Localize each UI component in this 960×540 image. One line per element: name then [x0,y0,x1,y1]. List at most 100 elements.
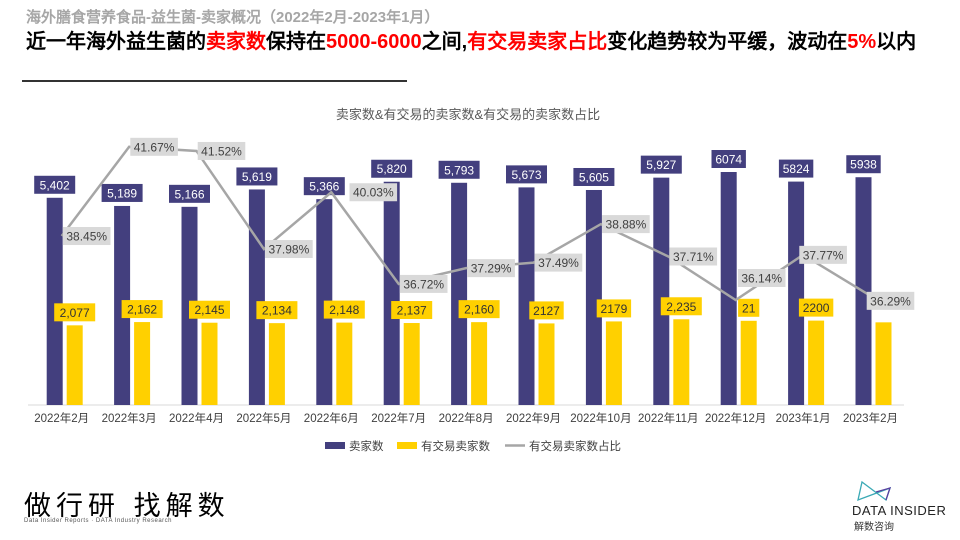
headline-segment: 有交易卖家占比 [467,31,608,53]
data-label-sellers-bg [34,175,76,194]
headline-segment: 近一年海外益生菌的 [26,31,206,53]
data-label-trading-sellers-bg [596,299,632,318]
bar-sellers [383,181,400,405]
data-label-sellers-bg [438,160,480,179]
page-subtitle: 海外膳食营养食品-益生菌-卖家概况（2022年2月-2023年1月） [26,9,440,26]
data-label-trading-sellers: 2,077 [60,306,90,320]
data-label-sellers: 5938 [850,158,877,172]
data-insider-logo-icon [857,480,892,502]
data-label-sellers-bg [711,150,746,168]
data-label-trading-sellers: 2,160 [464,303,494,317]
data-label-sellers: 5,366 [309,180,339,194]
data-label-ratio-bg [399,274,448,293]
line-trading-ratio [60,145,872,302]
chart-title: 卖家数&有交易的卖家数&有交易的卖家数占比 [336,107,600,122]
data-label-ratio: 37.77% [803,248,844,262]
bar-trading-sellers [268,323,285,405]
data-label-ratio-bg [265,240,313,259]
data-label-sellers-bg [101,183,143,202]
bar-trading-sellers [134,322,151,405]
data-label-ratio: 41.67% [134,140,175,154]
data-label-sellers: 5,820 [377,162,407,176]
data-label-sellers: 5,189 [107,186,137,200]
bar-trading-sellers [471,322,488,405]
data-label-ratio-bg [467,259,515,278]
data-label-ratio: 37.29% [471,262,512,276]
data-label-sellers: 6074 [715,153,742,167]
data-label-ratio-bg [602,215,650,234]
brand-logo-left: 做行研 找解数 [24,491,230,522]
data-label-trading-sellers-bg [54,303,96,322]
legend-label: 有交易卖家数 [421,439,490,453]
chart: 卖家数&有交易的卖家数&有交易的卖家数占比 2022年2月 2022年3月 2022… [28,107,915,453]
bar-trading-sellers [403,323,420,405]
x-tick-label: 2022年12月 [705,411,766,425]
headline-segment: 卖家数 [206,31,266,53]
bar-sellers [788,181,805,405]
data-label-sellers: 5,619 [242,170,272,184]
headline-segment: 保持在 [266,31,326,53]
data-label-ratio-bg [799,245,847,264]
x-tick-label: 2022年9月 [506,411,561,425]
data-label-ratio-bg [669,247,718,266]
data-label-trading-sellers: 2,148 [329,303,359,317]
x-tick-label: 2022年5月 [236,411,291,425]
data-label-trading-sellers: 2,162 [127,303,157,317]
x-tick-label: 2023年1月 [776,411,831,425]
divider [22,80,407,82]
data-label-sellers: 5,927 [646,158,676,172]
bar-sellers [46,197,63,405]
data-label-sellers-bg [506,165,547,184]
data-label-ratio-bg [349,183,398,202]
data-label-trading-sellers: 2200 [803,301,830,315]
x-tick-label: 2022年8月 [439,411,494,425]
data-label-ratio-bg [737,269,786,287]
brand-logo-right: DATA INSIDER [852,503,947,518]
data-label-ratio-bg [534,253,583,272]
bar-trading-sellers [336,322,353,405]
data-label-trading-sellers: 2179 [601,302,628,316]
bar-sellers [653,177,670,405]
x-tick-label: 2022年2月 [34,411,89,425]
headline-segment: 变化趋势较为平缓，波动在 [607,31,848,53]
data-label-trading-sellers-bg [798,298,834,317]
data-label-sellers-bg [236,167,278,186]
data-label-sellers-bg [778,159,814,178]
data-label-trading-sellers-bg [458,300,500,319]
bar-trading-sellers [605,321,622,405]
data-label-trading-sellers-bg [529,301,564,320]
x-tick-label: 2023年2月 [843,411,898,425]
data-label-sellers-bg [846,155,881,174]
legend-label: 卖家数 [349,439,384,453]
data-label-ratio-bg [866,291,915,310]
data-label-ratio-bg [197,141,246,160]
bar-sellers [248,189,265,405]
brand-logo-right-sub: 解数咨询 [854,522,894,533]
data-label-ratio-bg [130,137,178,156]
data-label-sellers: 5,605 [579,170,609,184]
headline-segment: 以内 [876,31,917,53]
data-label-trading-sellers: 2,235 [666,300,696,314]
bar-trading-sellers [808,320,825,405]
data-label-sellers-bg [303,177,345,196]
data-label-sellers: 5,402 [40,178,70,192]
data-label-sellers-bg [371,159,413,178]
data-label-trading-sellers-bg [323,300,365,319]
bar-trading-sellers [740,320,757,405]
x-tick-label: 2022年3月 [102,411,157,425]
data-label-trading-sellers-bg [121,300,163,319]
data-label-trading-sellers: 2,137 [397,304,427,318]
data-label-ratio: 36.29% [870,294,911,308]
data-label-sellers-bg [169,184,210,203]
data-label-sellers-bg [573,167,615,186]
data-label-sellers: 5824 [783,162,810,176]
x-tick-label: 2022年6月 [304,411,359,425]
data-label-sellers: 5,673 [511,168,541,182]
data-label-trading-sellers-bg [256,301,298,320]
data-label-ratio: 37.71% [673,250,714,264]
data-label-ratio: 38.88% [606,218,647,232]
legend-label: 有交易卖家数占比 [529,439,621,453]
legend-swatch [397,442,417,449]
bar-trading-sellers [538,323,555,405]
data-label-ratio: 36.72% [403,277,444,291]
